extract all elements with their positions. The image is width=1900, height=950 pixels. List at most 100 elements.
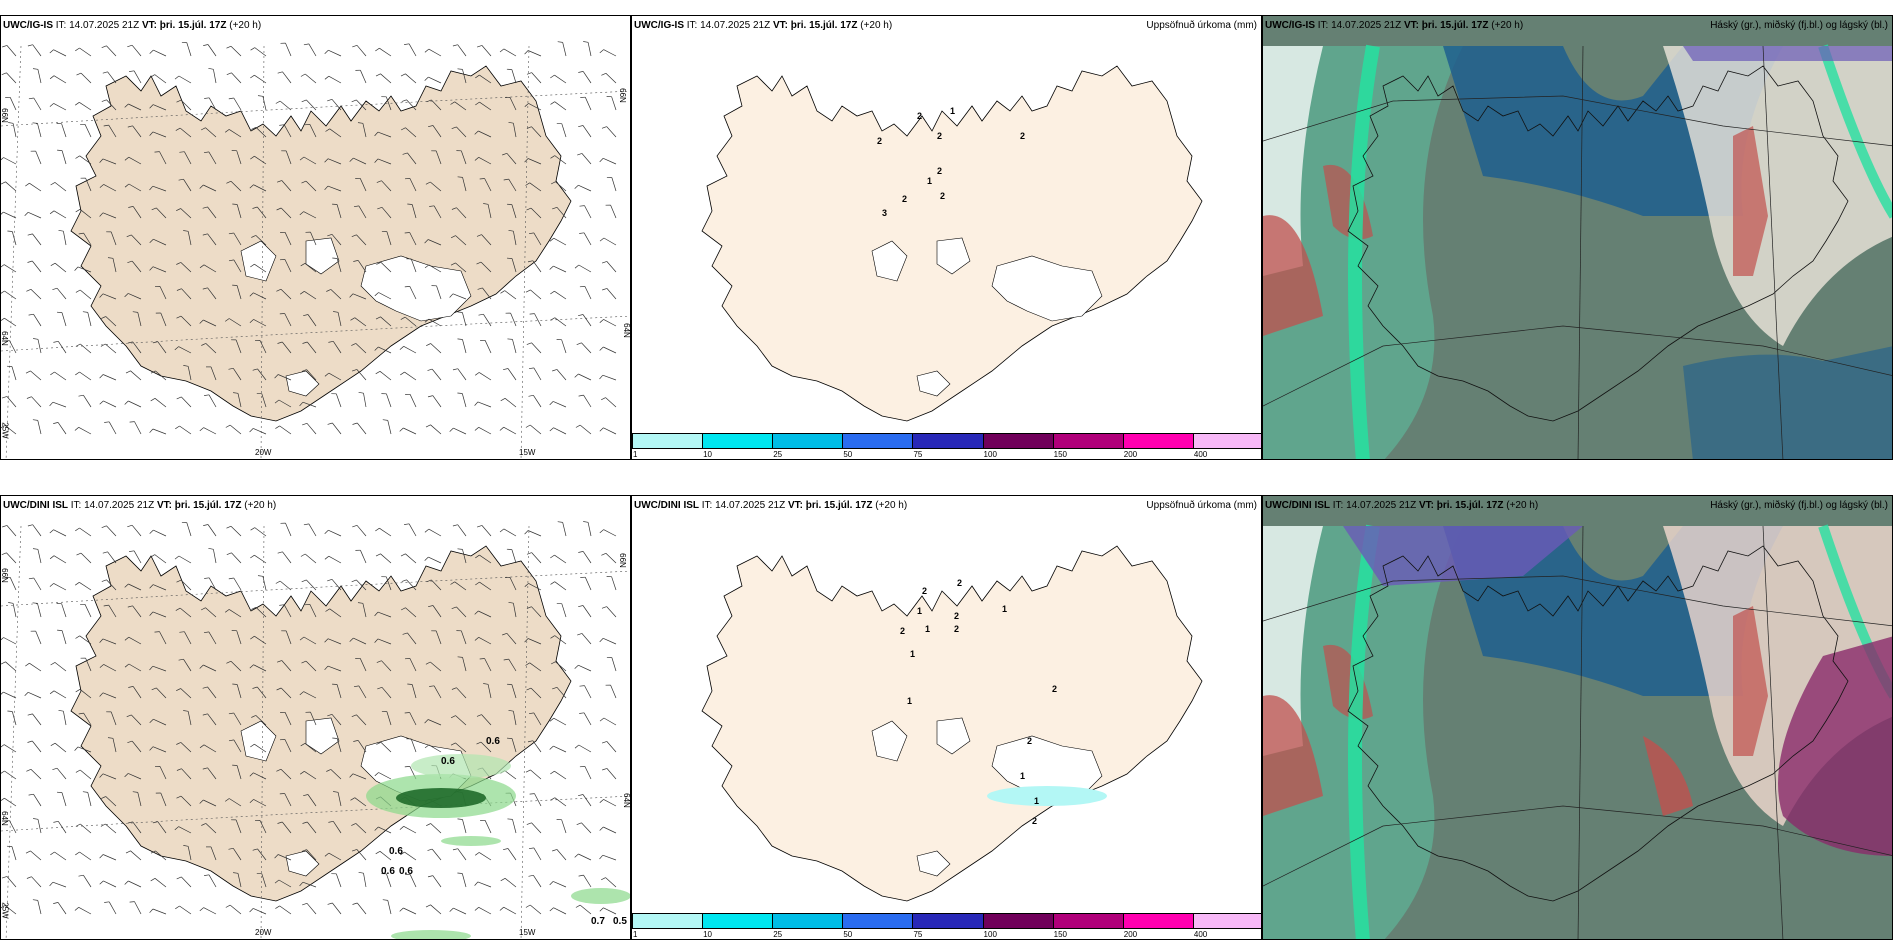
- it-value: 14.07.2025 21Z: [1346, 500, 1417, 511]
- cloud-title: Háský (gr.), miðský (fj.bl.) og lágský (…: [1710, 20, 1888, 31]
- it-value: 14.07.2025 21Z: [69, 20, 140, 31]
- model-name: UWC/IG-IS: [1265, 20, 1315, 31]
- precip-title: Uppsöfnuð úrkoma (mm): [1146, 500, 1257, 511]
- precip-colorbar: 1 10 25 50 75 100 150 200 400: [632, 433, 1261, 459]
- precip-value-label: 2: [1020, 131, 1026, 141]
- glacier: [285, 370, 320, 397]
- cloud-map-panel-row2: UWC/DINI ISL IT: 14.07.2025 21Z VT: þri.…: [1262, 495, 1893, 940]
- lat-label-64n: 64N: [0, 331, 9, 346]
- colorbar-swatch: [1052, 433, 1124, 449]
- cloud-map-panel-row1: UWC/IG-IS IT: 14.07.2025 21Z VT: þri. 15…: [1262, 15, 1893, 460]
- precip-value-label: 0.6: [441, 756, 455, 767]
- glacier: [991, 255, 1103, 322]
- colorbar-swatch: [772, 433, 844, 449]
- glacier: [305, 237, 340, 275]
- precip-value-label: 2: [877, 136, 883, 146]
- lon-label-25w: 25W: [0, 422, 10, 439]
- wind-map: [1, 521, 630, 939]
- glacier: [871, 720, 908, 762]
- lead-time: (+20 h): [229, 20, 262, 31]
- panel-header: UWC/IG-IS IT: 14.07.2025 21Z VT: þri. 15…: [634, 20, 892, 31]
- colorbar-swatch: [982, 913, 1054, 929]
- glacier: [936, 237, 971, 275]
- iceland-outline: [1347, 545, 1849, 902]
- precip-value-label: 2: [954, 624, 960, 634]
- colorbar-tick: 400: [1193, 450, 1208, 459]
- precip-colorbar: 1 10 25 50 75 100 150 200 400: [632, 913, 1261, 939]
- glacier: [305, 717, 340, 755]
- precip-value-label: 0.7: [591, 916, 605, 927]
- panel-header: UWC/DINI ISL IT: 14.07.2025 21Z VT: þri.…: [634, 500, 907, 511]
- it-value: 14.07.2025 21Z: [715, 500, 786, 511]
- precip-value-label: 0.6: [381, 866, 395, 877]
- glacier: [240, 720, 277, 762]
- precip-map-panel-row1: UWC/IG-IS IT: 14.07.2025 21Z VT: þri. 15…: [631, 15, 1262, 460]
- lat-label-66n: 66N: [0, 568, 9, 583]
- it-label: IT:: [55, 20, 67, 31]
- precip-value-label: 2: [1052, 684, 1058, 694]
- precip-value-label: 2: [954, 611, 960, 621]
- vt-value: þri. 15.júl. 17Z: [174, 500, 242, 511]
- colorbar-tick: 150: [1053, 450, 1068, 459]
- colorbar-tick: 150: [1053, 930, 1068, 939]
- cloud-map: [1263, 496, 1892, 939]
- cloud-map: [1263, 16, 1892, 459]
- glacier: [916, 850, 951, 877]
- precip-value-label: 2: [940, 191, 946, 201]
- precip-value-label: 0.6: [399, 866, 413, 877]
- it-value: 14.07.2025 21Z: [84, 500, 155, 511]
- precip-value-label: 0.6: [389, 846, 403, 857]
- wind-barbs: [1, 521, 617, 915]
- it-value: 14.07.2025 21Z: [1331, 20, 1402, 31]
- vt-label: VT:: [787, 500, 803, 511]
- glacier: [936, 717, 971, 755]
- colorbar-tick: 100: [983, 930, 997, 939]
- wind-barbs: [1, 41, 617, 435]
- colorbar-tick: 10: [703, 930, 713, 939]
- colorbar-swatch: [982, 433, 1054, 449]
- precip-value-label: 1: [925, 624, 931, 634]
- vt-label: VT:: [772, 20, 788, 31]
- precip-value-label: 1: [917, 606, 923, 616]
- panel-header: UWC/IG-IS IT: 14.07.2025 21Z VT: þri. 15…: [1265, 20, 1523, 31]
- precip-value-label: 1: [910, 649, 916, 659]
- graticule: [1, 45, 630, 459]
- colorbar-tick: 200: [1123, 450, 1138, 459]
- precip-value-label: 2: [1032, 816, 1038, 826]
- colorbar-tick: 50: [843, 930, 853, 939]
- colorbar-tick: 75: [913, 930, 923, 939]
- precip-value-label: 2: [1027, 736, 1033, 746]
- glacier: [916, 370, 951, 397]
- lat-label-66n-right: 66N: [617, 553, 627, 568]
- it-label: IT:: [1332, 500, 1344, 511]
- colorbar-tick: 1: [633, 450, 638, 459]
- precip-value-label: 0.5: [613, 916, 627, 927]
- lead-time: (+20 h): [860, 20, 893, 31]
- colorbar-swatch: [1192, 433, 1261, 449]
- colorbar-swatch: [702, 433, 774, 449]
- it-label: IT:: [686, 20, 698, 31]
- model-name: UWC/DINI ISL: [634, 500, 699, 511]
- precip-value-label: 0.6: [486, 736, 500, 747]
- colorbar-tick: 25: [773, 450, 783, 459]
- vt-label: VT:: [1403, 20, 1419, 31]
- panel-header: UWC/IG-IS IT: 14.07.2025 21Z VT: þri. 15…: [3, 20, 261, 31]
- colorbar-tick: 1: [633, 930, 638, 939]
- graticule: [1263, 45, 1892, 459]
- lon-label-20w: 20W: [255, 928, 272, 937]
- glacier: [360, 255, 472, 322]
- it-label: IT:: [701, 500, 713, 511]
- lat-label-64n-right: 64N: [621, 793, 631, 808]
- colorbar-swatch: [702, 913, 774, 929]
- colorbar-tick: 10: [703, 450, 713, 459]
- colorbar-swatch: [1122, 433, 1194, 449]
- precip-value-label: 1: [1034, 796, 1040, 806]
- cloud-title: Háský (gr.), miðský (fj.bl.) og lágský (…: [1710, 500, 1888, 511]
- precip-value-label: 2: [900, 626, 906, 636]
- wind-map-panel-row1: UWC/IG-IS IT: 14.07.2025 21Z VT: þri. 15…: [0, 15, 631, 460]
- model-name: UWC/IG-IS: [3, 20, 53, 31]
- precip-value-label: 2: [957, 578, 963, 588]
- precip-patches: [366, 754, 630, 939]
- model-name: UWC/DINI ISL: [3, 500, 68, 511]
- colorbar-tick: 400: [1193, 930, 1208, 939]
